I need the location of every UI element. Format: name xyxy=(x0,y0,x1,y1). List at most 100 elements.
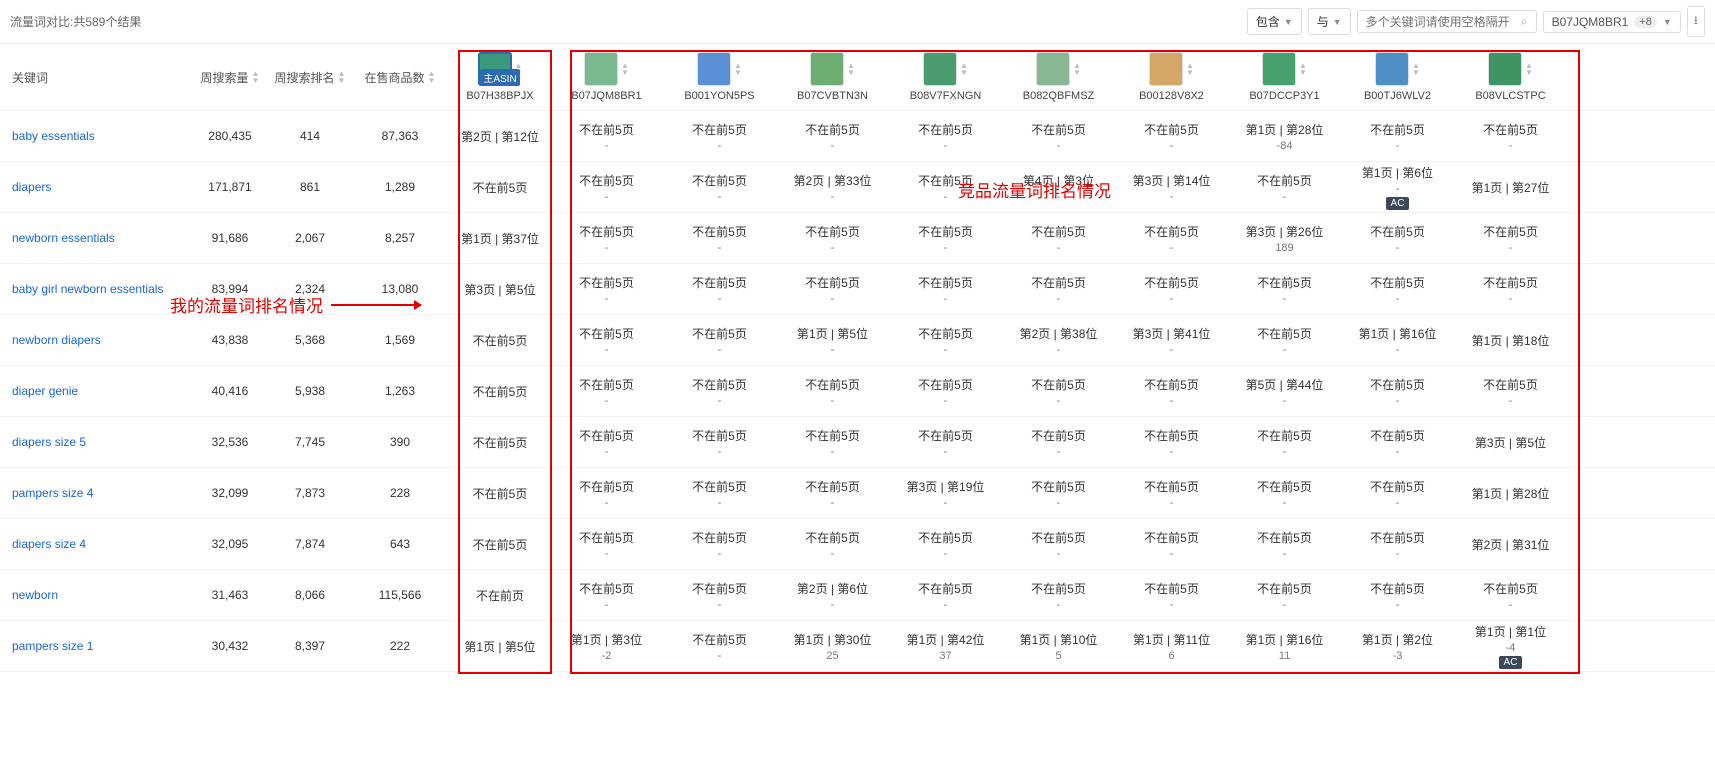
sort-icon[interactable]: ▲▼ xyxy=(1186,62,1194,76)
col-comp-asin[interactable]: ▲▼B001YON5PS xyxy=(663,44,776,110)
comp-rank-cell: 不在前5页- xyxy=(663,580,776,611)
sort-icon[interactable]: ▲▼ xyxy=(1073,62,1081,76)
keyword-link[interactable]: diapers xyxy=(12,180,51,194)
volume-cell: 32,536 xyxy=(190,435,270,449)
comp-rank-cell: 第1页 | 第28位 xyxy=(1454,485,1567,502)
keyword-link[interactable]: pampers size 4 xyxy=(12,486,93,500)
product-thumb[interactable] xyxy=(1262,52,1296,86)
comp-rank-cell: 不在前5页- xyxy=(889,223,1002,254)
col-comp-asin[interactable]: ▲▼B07JQM8BR1 xyxy=(550,44,663,110)
keyword-link[interactable]: diaper genie xyxy=(12,384,78,398)
sort-icon[interactable]: ▲▼ xyxy=(338,70,346,84)
products-cell: 115,566 xyxy=(350,588,450,602)
table-row: newborn essentials91,6862,0678,257 xyxy=(0,213,450,264)
col-comp-asin[interactable]: ▲▼B08V7FXNGN xyxy=(889,44,1002,110)
rank-cell: 7,745 xyxy=(270,435,350,449)
keyword-link[interactable]: newborn xyxy=(12,588,58,602)
keyword-link[interactable]: baby essentials xyxy=(12,129,95,143)
table-row: diapers size 432,0957,874643 xyxy=(0,519,450,570)
sort-icon[interactable]: ▲▼ xyxy=(734,62,742,76)
products-cell: 390 xyxy=(350,435,450,449)
product-thumb[interactable] xyxy=(1149,52,1183,86)
products-cell: 1,289 xyxy=(350,180,450,194)
sort-icon[interactable]: ▲▼ xyxy=(847,62,855,76)
comp-rank-cell: 第3页 | 第19位- xyxy=(889,478,1002,509)
col-rank[interactable]: 周搜索排名▲▼ xyxy=(270,44,350,110)
keyword-link[interactable]: baby girl newborn essentials xyxy=(12,282,163,296)
product-thumb[interactable] xyxy=(1488,52,1522,86)
download-button[interactable]: ⭳ xyxy=(1687,6,1705,37)
col-comp-asin[interactable]: ▲▼B00128V8X2 xyxy=(1115,44,1228,110)
comp-rank-cell: 不在前5页- xyxy=(1115,121,1228,152)
comp-rank-cell: 不在前5页- xyxy=(1341,274,1454,305)
search-input[interactable] xyxy=(1366,15,1516,29)
col-comp-asin[interactable]: ▲▼B07CVBTN3N xyxy=(776,44,889,110)
comp-rank-cell: 第2页 | 第6位- xyxy=(776,580,889,611)
volume-cell: 32,099 xyxy=(190,486,270,500)
comp-rank-cell: 第1页 | 第16位11 xyxy=(1228,631,1341,662)
table-row: 不在前5页-不在前5页-第2页 | 第33位-不在前5页-第4页 | 第3位-第… xyxy=(550,162,1715,213)
arrow-icon xyxy=(331,304,421,306)
col-products[interactable]: 在售商品数▲▼ xyxy=(350,44,450,110)
comp-rank-cell: 不在前5页- xyxy=(663,529,776,560)
main-rank-cell: 不在前5页 xyxy=(450,536,550,553)
comp-rank-cell: 第3页 | 第41位- xyxy=(1115,325,1228,356)
sort-icon[interactable]: ▲▼ xyxy=(1525,62,1533,76)
sort-icon[interactable]: ▲▼ xyxy=(621,62,629,76)
product-thumb[interactable] xyxy=(1036,52,1070,86)
comp-rank-cell: 第1页 | 第5位- xyxy=(776,325,889,356)
col-volume[interactable]: 周搜索量▲▼ xyxy=(190,44,270,110)
asin-code: B082QBFMSZ xyxy=(1023,90,1095,102)
filter-and[interactable]: 与▼ xyxy=(1308,8,1351,35)
keyword-cell: newborn xyxy=(0,588,190,602)
comp-rank-cell: 不在前5页- xyxy=(889,325,1002,356)
comp-rank-cell: 第1页 | 第30位25 xyxy=(776,631,889,662)
keyword-link[interactable]: diapers size 5 xyxy=(12,435,86,449)
table-row: diapers size 5 32,5367,745390 xyxy=(0,417,450,468)
comp-rank-cell: 不在前5页- xyxy=(550,427,663,458)
volume-cell: 171,871 xyxy=(190,180,270,194)
main-rank-cell: 第2页 | 第12位 xyxy=(450,128,550,145)
product-thumb[interactable] xyxy=(810,52,844,86)
filter-contain[interactable]: 包含▼ xyxy=(1247,8,1302,35)
comp-rank-cell: 不在前5页- xyxy=(1454,580,1567,611)
sort-icon[interactable]: ▲▼ xyxy=(1299,62,1307,76)
rank-cell: 7,874 xyxy=(270,537,350,551)
keyword-link[interactable]: diapers size 4 xyxy=(12,537,86,551)
keyword-link[interactable]: newborn diapers xyxy=(12,333,101,347)
search-icon[interactable]: ⌕ xyxy=(1521,14,1528,29)
asin-filter-chip[interactable]: B07JQM8BR1 +8 ▼ xyxy=(1543,11,1681,33)
sort-icon[interactable]: ▲▼ xyxy=(428,70,436,84)
col-comp-asin[interactable]: ▲▼B08VLCSTPC xyxy=(1454,44,1567,110)
product-thumb[interactable] xyxy=(923,52,957,86)
keyword-link[interactable]: pampers size 1 xyxy=(12,639,93,653)
col-comp-asin[interactable]: ▲▼ B082QBFMSZ xyxy=(1002,44,1115,110)
comp-rank-cell: 不在前5页- xyxy=(1454,274,1567,305)
col-comp-asin[interactable]: ▲▼B07DCCP3Y1 xyxy=(1228,44,1341,110)
comp-rank-cell: 不在前5页- xyxy=(550,580,663,611)
search-box[interactable]: ⌕ xyxy=(1357,10,1537,33)
sort-icon[interactable]: ▲▼ xyxy=(960,62,968,76)
comp-rank-cell: 不在前5页- xyxy=(1454,376,1567,407)
keyword-cell: diapers xyxy=(0,180,190,194)
col-main-asin[interactable]: 主ASIN▲▼B07H38BPJX xyxy=(450,44,550,110)
product-thumb[interactable] xyxy=(584,52,618,86)
comp-rank-cell: 不在前5页- xyxy=(550,274,663,305)
comp-rank-cell: 不在前5页- xyxy=(889,427,1002,458)
keyword-link[interactable]: newborn essentials xyxy=(12,231,115,245)
sort-icon[interactable]: ▲▼ xyxy=(1412,62,1420,76)
col-keyword[interactable]: 关键词 xyxy=(0,44,190,110)
product-thumb[interactable] xyxy=(1375,52,1409,86)
volume-cell: 32,095 xyxy=(190,537,270,551)
comp-rank-cell: 不在前5页- xyxy=(1115,376,1228,407)
annotation-left: 我的流量词排名情况 xyxy=(170,292,421,317)
table-row: newborn31,4638,066115,566 xyxy=(0,570,450,621)
product-thumb[interactable] xyxy=(697,52,731,86)
rank-cell: 7,873 xyxy=(270,486,350,500)
col-comp-asin[interactable]: ▲▼B00TJ6WLV2 xyxy=(1341,44,1454,110)
comp-rank-cell: 不在前5页- xyxy=(1002,121,1115,152)
rank-cell: 2,067 xyxy=(270,231,350,245)
sort-icon[interactable]: ▲▼ xyxy=(252,70,260,84)
table-row: 不在前5页-不在前5页-第1页 | 第5位-不在前5页-第2页 | 第38位-第… xyxy=(550,315,1715,366)
table-row: 第2页 | 第12位 xyxy=(450,111,550,162)
